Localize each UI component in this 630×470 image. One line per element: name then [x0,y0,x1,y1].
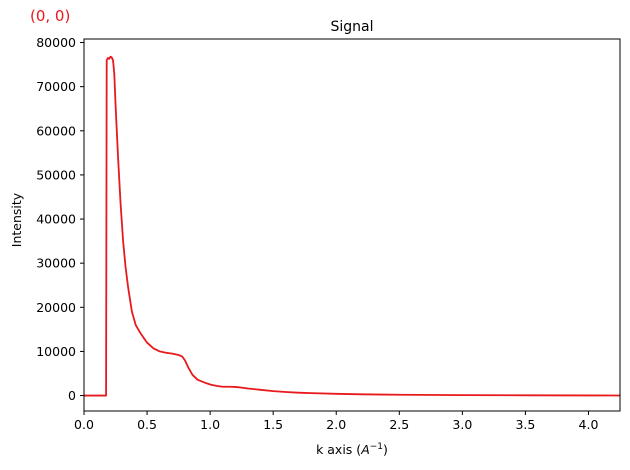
x-tick-label: 2.5 [389,417,409,432]
y-tick-label: 80000 [36,35,76,50]
y-axis-label: Intensity [9,192,24,247]
y-axis-ticks: 0 10000 20000 30000 40000 50000 60000 70000 8000… [36,35,84,403]
x-tick-label: 3.0 [452,417,472,432]
corner-coordinate-label: (0, 0) [30,7,71,25]
y-tick-label: 10000 [36,344,76,359]
x-tick-label: 2.0 [326,417,346,432]
series-line-0 [84,55,621,397]
y-tick-label: 60000 [36,123,76,138]
plot-frame [83,38,621,412]
y-tick-label: 30000 [36,256,76,271]
x-axis-ticks: 0.0 0.5 1.0 1.5 2.0 2.5 3.0 3.5 4.0 [74,411,598,432]
x-tick-label: 0.5 [137,417,157,432]
y-tick-label: 40000 [36,212,76,227]
x-axis-label-text: k axis [316,442,352,457]
x-tick-label: 3.5 [515,417,535,432]
x-tick-label: 1.0 [200,417,220,432]
x-axis-unit-exp: −1 [370,442,383,452]
x-tick-label: 4.0 [579,417,599,432]
x-tick-label: 1.5 [263,417,283,432]
x-axis-label: k axis (A−1) [316,442,388,457]
y-tick-label: 70000 [36,79,76,94]
y-tick-label: 50000 [36,167,76,182]
y-tick-label: 20000 [36,300,76,315]
y-tick-label: 0 [68,388,76,403]
x-tick-label: 0.0 [74,417,94,432]
chart-title: Signal [330,19,373,35]
plot-area [83,38,621,412]
x-axis-unit-base: A [360,442,370,457]
